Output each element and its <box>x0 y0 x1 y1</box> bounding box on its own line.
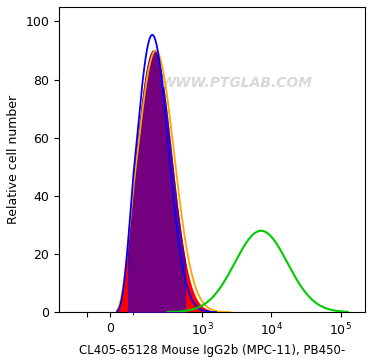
Text: WWW.PTGLAB.COM: WWW.PTGLAB.COM <box>161 76 312 90</box>
Y-axis label: Relative cell number: Relative cell number <box>7 95 20 224</box>
X-axis label: CL405-65128 Mouse IgG2b (MPC-11), PB450-: CL405-65128 Mouse IgG2b (MPC-11), PB450- <box>79 344 345 357</box>
